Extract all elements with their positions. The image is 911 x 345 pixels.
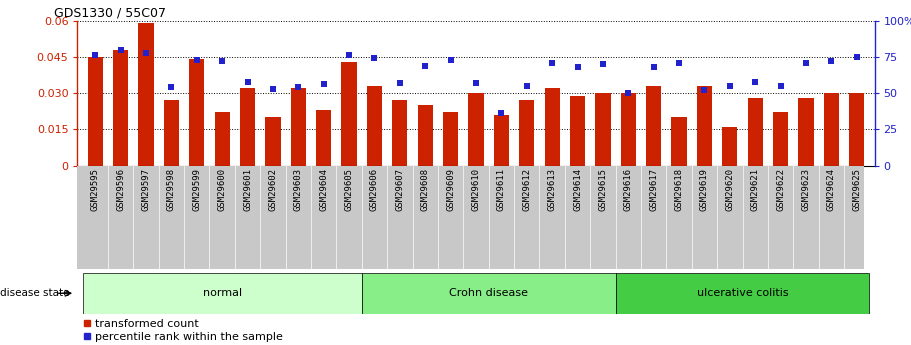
Text: GSM29604: GSM29604: [319, 168, 328, 211]
Text: GSM29607: GSM29607: [395, 168, 404, 211]
Text: GSM29606: GSM29606: [370, 168, 379, 211]
Text: GSM29614: GSM29614: [573, 168, 582, 211]
Text: GSM29609: GSM29609: [446, 168, 456, 211]
Text: GSM29596: GSM29596: [116, 168, 125, 211]
Text: GSM29605: GSM29605: [344, 168, 353, 211]
Text: GSM29610: GSM29610: [472, 168, 480, 211]
Bar: [342, 62, 357, 166]
Bar: [824, 93, 839, 166]
Bar: [393, 100, 407, 166]
Text: GSM29598: GSM29598: [167, 168, 176, 211]
Bar: [214, 112, 230, 166]
Bar: [138, 23, 154, 166]
Bar: [646, 86, 661, 166]
Text: GSM29624: GSM29624: [827, 168, 836, 211]
Text: GSM29625: GSM29625: [853, 168, 861, 211]
Bar: [468, 93, 484, 166]
Bar: [798, 98, 814, 166]
Bar: [316, 110, 332, 166]
Text: GSM29620: GSM29620: [725, 168, 734, 211]
Bar: [113, 50, 128, 166]
Text: GSM29612: GSM29612: [522, 168, 531, 211]
Bar: [240, 88, 255, 166]
Text: normal: normal: [202, 288, 241, 298]
Text: GSM29595: GSM29595: [91, 168, 99, 211]
Text: GSM29619: GSM29619: [700, 168, 709, 211]
Bar: [164, 100, 179, 166]
Bar: [362, 273, 616, 314]
Bar: [697, 86, 712, 166]
Text: GSM29608: GSM29608: [421, 168, 430, 211]
Bar: [189, 59, 204, 166]
Text: GSM29617: GSM29617: [650, 168, 659, 211]
Text: disease state: disease state: [0, 288, 69, 298]
Bar: [748, 98, 763, 166]
Text: GSM29621: GSM29621: [751, 168, 760, 211]
Bar: [545, 88, 559, 166]
Bar: [722, 127, 738, 166]
Bar: [616, 273, 869, 314]
Text: GSM29600: GSM29600: [218, 168, 227, 211]
Bar: [291, 88, 306, 166]
Text: GSM29616: GSM29616: [624, 168, 633, 211]
Bar: [83, 273, 362, 314]
Text: ulcerative colitis: ulcerative colitis: [697, 288, 788, 298]
Bar: [443, 112, 458, 166]
Bar: [773, 112, 788, 166]
Bar: [519, 100, 535, 166]
Bar: [87, 57, 103, 166]
Bar: [671, 117, 687, 166]
Text: GSM29622: GSM29622: [776, 168, 785, 211]
Text: GSM29611: GSM29611: [496, 168, 506, 211]
Text: GSM29615: GSM29615: [599, 168, 608, 211]
Bar: [570, 96, 585, 166]
Text: GSM29613: GSM29613: [548, 168, 557, 211]
Text: GSM29602: GSM29602: [269, 168, 278, 211]
Bar: [367, 86, 382, 166]
Bar: [620, 93, 636, 166]
Text: GSM29599: GSM29599: [192, 168, 201, 211]
Text: Crohn disease: Crohn disease: [449, 288, 528, 298]
Text: GSM29623: GSM29623: [802, 168, 811, 211]
Bar: [265, 117, 281, 166]
Bar: [417, 105, 433, 166]
Text: GSM29603: GSM29603: [293, 168, 302, 211]
Text: GSM29601: GSM29601: [243, 168, 252, 211]
Text: GSM29618: GSM29618: [674, 168, 683, 211]
Bar: [849, 93, 865, 166]
Bar: [494, 115, 509, 166]
Text: GSM29597: GSM29597: [141, 168, 150, 211]
Text: GDS1330 / 55C07: GDS1330 / 55C07: [55, 7, 166, 20]
Legend: transformed count, percentile rank within the sample: transformed count, percentile rank withi…: [83, 319, 283, 342]
Bar: [595, 93, 610, 166]
